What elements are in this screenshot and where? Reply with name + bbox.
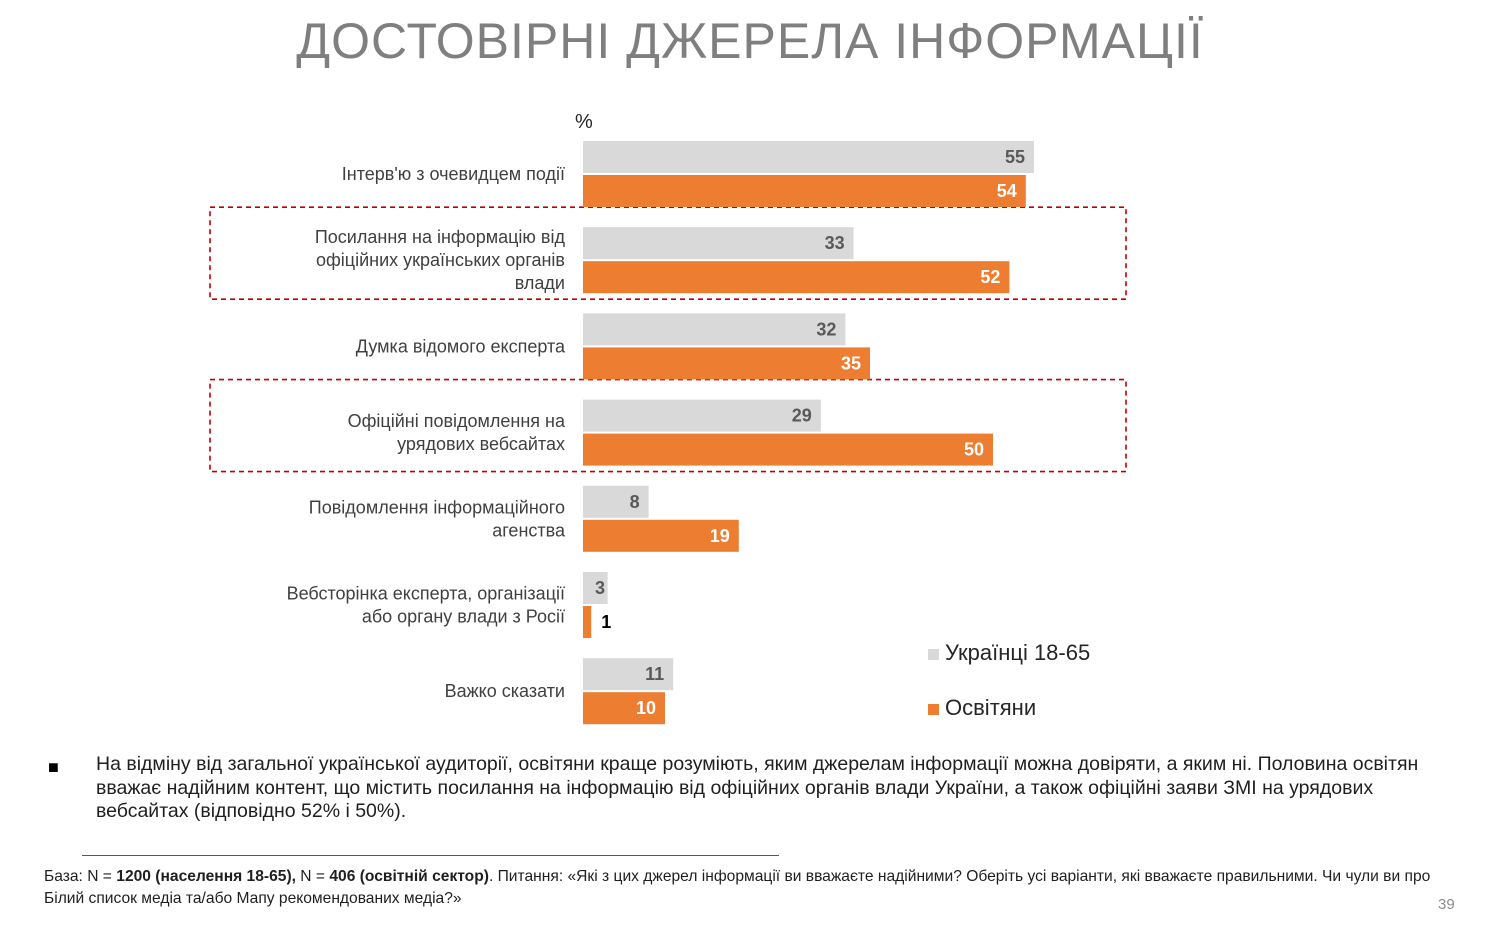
category-label-0-0: Інтерв'ю з очевидцем події [342,164,565,184]
category-label-3-0: Офіційні повідомлення на [348,411,566,431]
bar-educators-6 [583,692,665,725]
bar-educators-5 [583,606,592,638]
value-label-ukrainians-2: 32 [816,319,836,339]
bar-educators-0 [583,175,1026,207]
category-label-5-0: Вебсторінка експерта, організації [287,584,565,604]
bar-educators-2 [583,347,870,380]
footnote-mid: N = [295,868,330,885]
value-label-educators-2: 35 [841,353,861,373]
bar-educators-3 [583,433,993,466]
bar-educators-1 [583,261,1010,294]
value-label-ukrainians-1: 33 [825,233,845,253]
value-label-educators-6: 10 [636,698,656,718]
footnote-divider [82,855,779,856]
footnote: База: N = 1200 (населення 18-65), N = 40… [44,866,1434,910]
value-label-educators-5: 1 [601,612,611,632]
bar-ukrainians-2 [583,313,846,346]
value-label-ukrainians-4: 8 [630,492,640,512]
value-label-ukrainians-0: 55 [1005,147,1025,167]
legend-item-ukrainians: Українці 18-65 [928,640,1090,666]
page-number: 39 [1438,896,1455,913]
category-label-1-2: влади [515,273,565,293]
bar-ukrainians-5 [583,572,608,604]
footnote-question: . Питання: «Які з цих джерел інформації … [44,868,1431,907]
category-label-5-1: або органу влади з Росії [362,607,565,627]
footnote-base-educators: 406 (освітній сектор) [329,868,489,885]
value-label-educators-1: 52 [980,267,1000,287]
footnote-base-population: 1200 (населення 18-65), [116,868,296,885]
category-label-4-0: Повідомлення інформаційного [309,497,565,517]
bar-ukrainians-4 [583,485,649,518]
unit-label: % [575,111,593,133]
legend-swatch-ukrainians [928,648,939,660]
bar-educators-4 [583,519,739,552]
legend-label-ukrainians: Українці 18-65 [945,640,1091,665]
legend-label-educators: Освітяни [945,695,1037,720]
category-label-2-0: Думка відомого експерта [356,336,566,356]
bar-ukrainians-0 [583,141,1034,173]
category-label-1-1: офіційних українських органів [316,250,565,270]
value-label-ukrainians-3: 29 [792,406,812,426]
category-label-4-1: агенства [492,520,566,540]
value-label-ukrainians-6: 11 [645,664,664,684]
value-label-educators-3: 50 [964,440,984,460]
value-label-educators-0: 54 [997,181,1017,201]
bullet-text: На відміну від загальної української ауд… [96,753,1419,822]
category-label-1-0: Посилання на інформацію від [315,227,566,247]
bar-ukrainians-6 [583,658,674,691]
value-label-educators-4: 19 [710,526,730,546]
legend-swatch-educators [928,703,939,715]
category-label-3-1: урядових вебсайтах [397,434,565,454]
footnote-base-prefix: База: N = [44,868,117,885]
category-label-6-0: Важко сказати [445,681,565,701]
legend-item-educators: Освітяни [928,695,1036,721]
bar-chart: % Інтерв'ю з очевидцем події 55 54 Посилання… [209,111,1127,725]
value-label-ukrainians-5: 3 [595,578,605,598]
bar-ukrainians-3 [583,399,821,432]
slide-title: ДОСТОВІРНІ ДЖЕРЕЛА ІНФОРМАЦІЇ [296,13,1204,69]
bar-ukrainians-1 [583,227,854,260]
bullet-marker: ■ [48,757,59,777]
